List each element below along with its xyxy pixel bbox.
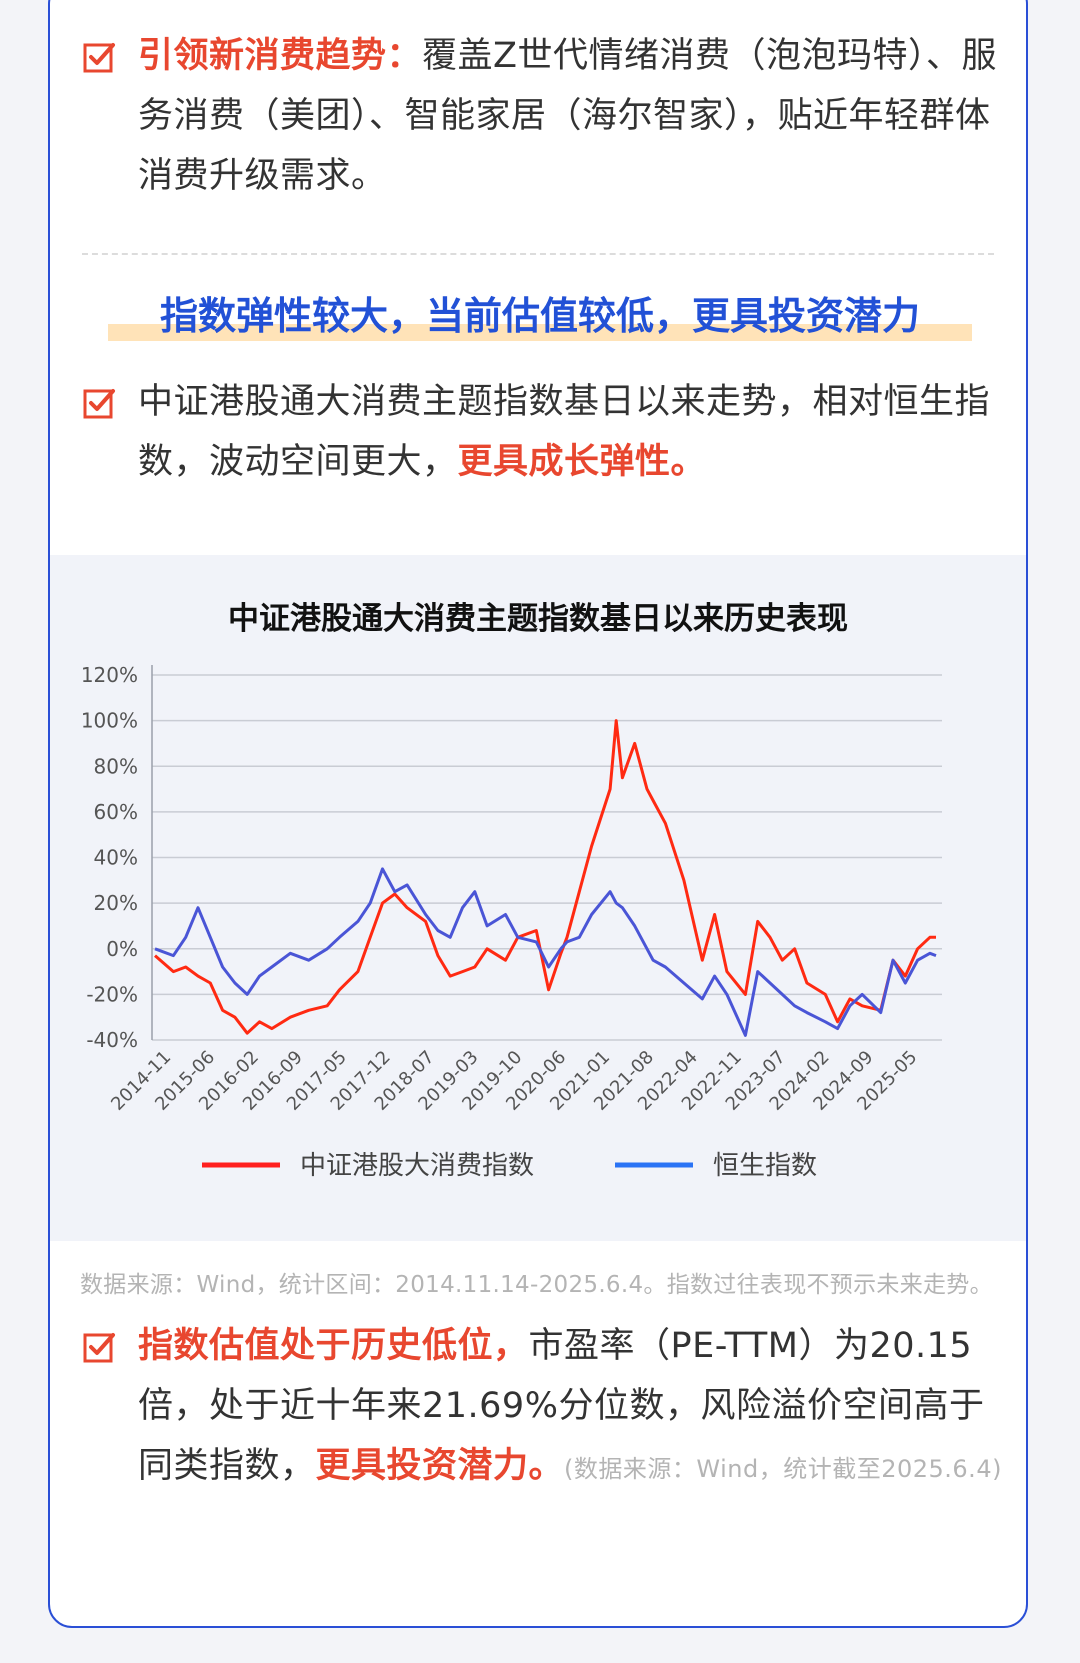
consumption-trend-highlight: 引领新消费趋势： [138, 36, 423, 76]
y-tick-label: 100% [81, 709, 138, 733]
valuation-text: 市盈率（PE-TTM）为20.15倍，处于近十年来21.69%分位数，风险溢价空… [138, 1326, 985, 1486]
legend-label: 中证港股大消费指数 [300, 1151, 534, 1181]
y-tick-label: 40% [94, 846, 138, 870]
y-tick-label: 120% [81, 663, 138, 687]
chart-panel: 中证港股通大消费主题指数基日以来历史表现 120% 100% 80% 60% 40% 20%… [50, 555, 1026, 1241]
valuation-highlight-2: 更具投资潜力。 [315, 1446, 565, 1486]
checkbox-checked-icon [83, 43, 115, 73]
section-subheading: 指数弹性较大，当前估值较低，更具投资潜力 [108, 288, 972, 344]
chart-title: 中证港股通大消费主题指数基日以来历史表现 [228, 601, 848, 637]
y-tick-label: -20% [86, 982, 138, 1006]
valuation-source-note: (数据来源：Wind，统计截至2025.6.4) [564, 1455, 1002, 1483]
elasticity-text: 中证港股通大消费主题指数基日以来走势，相对恒生指数，波动空间更大， [138, 382, 991, 482]
elasticity-highlight: 更具成长弹性。 [457, 442, 707, 482]
subheading-text: 指数弹性较大，当前估值较低，更具投资潜力 [159, 294, 920, 338]
checkbox-checked-icon [83, 389, 115, 419]
y-tick-label: 20% [94, 891, 138, 915]
valuation-paragraph: 指数估值处于历史低位，市盈率（PE-TTM）为20.15倍，处于近十年来21.6… [83, 1316, 1003, 1499]
consumption-trend-text: 覆盖Z世代情绪消费（泡泡玛特）、服务消费（美团）、智能家居（海尔智家），贴近年轻… [138, 36, 997, 196]
elasticity-paragraph: 中证港股通大消费主题指数基日以来走势，相对恒生指数，波动空间更大，更具成长弹性。 [83, 372, 1003, 492]
consumption-trend-paragraph: 引领新消费趋势：覆盖Z世代情绪消费（泡泡玛特）、服务消费（美团）、智能家居（海尔… [83, 26, 1003, 206]
subheading-highlight-bar [108, 324, 972, 341]
checkbox-checked-icon [83, 1333, 115, 1363]
y-tick-label: 0% [106, 937, 138, 961]
dashed-divider [82, 253, 994, 255]
valuation-highlight: 指数估值处于历史低位， [138, 1326, 529, 1366]
content-card: 引领新消费趋势：覆盖Z世代情绪消费（泡泡玛特）、服务消费（美团）、智能家居（海尔… [48, 0, 1028, 1628]
index-performance-chart: 中证港股通大消费主题指数基日以来历史表现 120% 100% 80% 60% 40% 20%… [81, 601, 942, 1181]
series-line-csi-consumption [154, 719, 936, 1035]
y-tick-label: -40% [86, 1028, 138, 1052]
chart-source-note: 数据来源：Wind，统计区间：2014.11.14-2025.6.4。指数过往表… [80, 1272, 993, 1298]
y-tick-label: 60% [94, 800, 138, 824]
y-tick-label: 80% [94, 754, 138, 778]
series-line-hang-seng [154, 867, 937, 1037]
legend-label: 恒生指数 [713, 1151, 817, 1181]
